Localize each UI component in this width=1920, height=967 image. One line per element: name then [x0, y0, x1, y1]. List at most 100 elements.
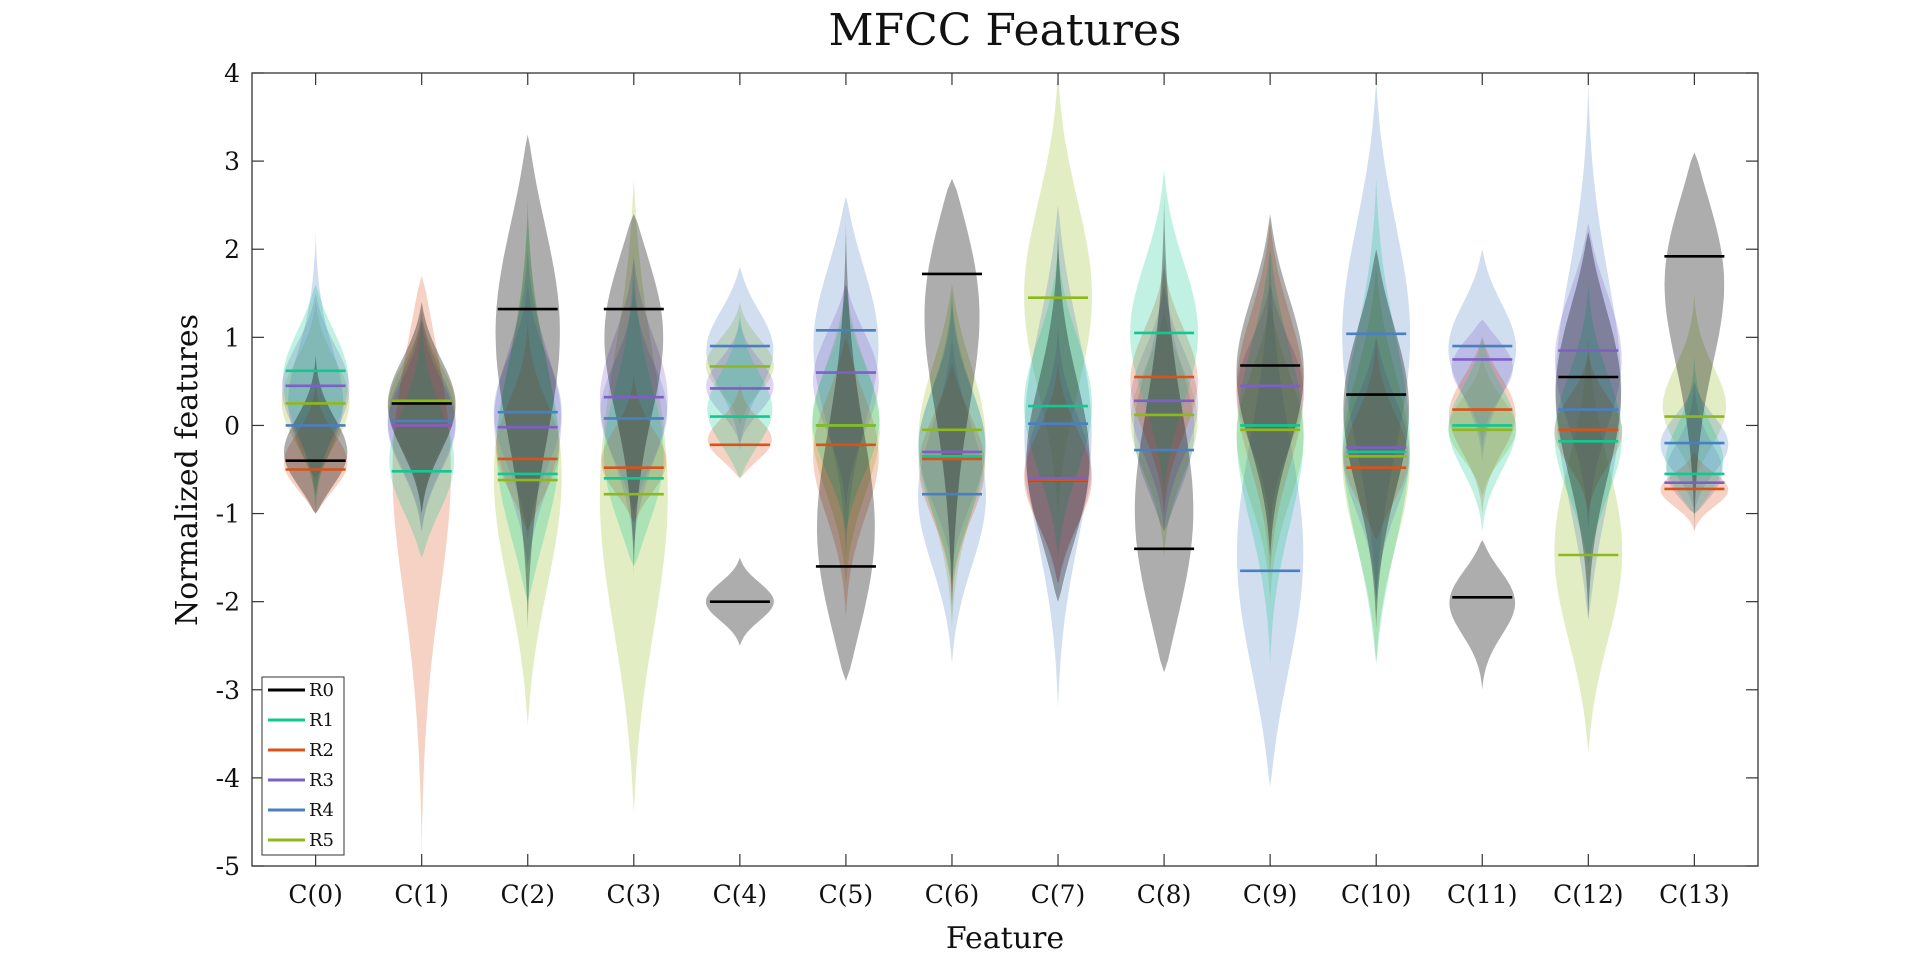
violin-r3-11 — [1451, 319, 1513, 452]
x-tick-label: C(8) — [1137, 880, 1192, 909]
x-axis-title: Feature — [946, 921, 1064, 956]
violin-r2-13 — [1660, 451, 1729, 532]
x-tick-label: C(12) — [1553, 880, 1623, 909]
violin-r0-6 — [924, 178, 980, 620]
y-tick-label: 3 — [224, 147, 240, 176]
violin-r5-7 — [1024, 73, 1092, 514]
y-tick-label: -3 — [216, 676, 240, 705]
violin-r1-11 — [1448, 337, 1517, 532]
violin-r0-11 — [1449, 540, 1516, 690]
violin-r5-13 — [1662, 293, 1726, 479]
x-tick-label: C(2) — [500, 880, 555, 909]
x-axis: C(0) C(1) C(2) C(3) C(4) C(5) C(6) C(7) C(8) C(9)… — [288, 73, 1730, 909]
violin-r0-12 — [1555, 231, 1621, 620]
violin-r0-8 — [1134, 196, 1194, 673]
violin-r0-2 — [495, 134, 560, 629]
violin-r1-0 — [282, 284, 349, 514]
violin-r4-0 — [288, 231, 344, 479]
violin-r2-2 — [495, 319, 560, 532]
violin-r3-6 — [918, 302, 986, 567]
violin-r2-10 — [1343, 337, 1409, 540]
violin-r1-6 — [918, 293, 986, 584]
x-tick-label: C(3) — [607, 880, 662, 909]
x-tick-label: C(5) — [819, 880, 874, 909]
x-tick-label: C(1) — [394, 880, 449, 909]
violin-r5-4 — [705, 302, 774, 426]
y-tick-label: -5 — [216, 852, 240, 881]
x-tick-label: C(4) — [713, 880, 768, 909]
violin-r3-13 — [1666, 381, 1723, 514]
legend-box — [261, 676, 345, 856]
violin-r0-7 — [1026, 231, 1090, 602]
violin-r5-1 — [388, 319, 456, 514]
violin-r1-4 — [707, 310, 773, 479]
violin-r2-9 — [1236, 222, 1304, 576]
violin-r1-10 — [1342, 178, 1410, 664]
violin-r0-0 — [284, 355, 348, 514]
x-tick-label: C(13) — [1659, 880, 1729, 909]
y-axis: 4 3 2 1 0 -1 -2 -3 -4 -5 — [216, 59, 1758, 881]
violin-r2-4 — [707, 381, 772, 479]
x-tick-label: C(10) — [1341, 880, 1411, 909]
y-tick-label: 1 — [224, 323, 240, 352]
violin-r3-7 — [1024, 328, 1092, 584]
violin-r1-2 — [496, 196, 559, 602]
violin-r4-3 — [600, 284, 668, 514]
y-tick-label: -2 — [216, 588, 240, 617]
violin-r4-6 — [918, 337, 986, 664]
legend-label-r1: R1 — [309, 710, 334, 731]
violin-r4-7 — [1024, 205, 1092, 708]
violin-r5-2 — [493, 214, 562, 725]
x-tick-label: C(7) — [1031, 880, 1086, 909]
y-tick-label: 2 — [224, 235, 240, 264]
violin-r0-1 — [387, 302, 456, 514]
y-axis-title: Normalized features — [170, 314, 205, 626]
violin-r3-4 — [706, 319, 774, 444]
medians-layer — [285, 254, 1725, 604]
violin-r1-9 — [1236, 249, 1304, 664]
violin-r1-1 — [389, 319, 455, 558]
violin-r4-10 — [1342, 81, 1411, 602]
violin-r1-5 — [812, 284, 880, 532]
violin-r4-4 — [706, 266, 774, 452]
x-tick-label: C(9) — [1243, 880, 1298, 909]
violin-r5-12 — [1554, 337, 1623, 752]
violin-r1-3 — [603, 249, 664, 567]
violin-r4-8 — [1133, 249, 1195, 532]
chart-title: MFCC Features — [829, 5, 1182, 56]
violin-r4-9 — [1237, 249, 1304, 787]
violin-r5-9 — [1236, 302, 1304, 602]
violin-r4-13 — [1660, 381, 1729, 514]
violin-r2-7 — [1024, 363, 1092, 584]
violin-r5-8 — [1130, 310, 1198, 558]
legend-items: R0 R1 R2 R3 R4 R5 — [268, 680, 334, 851]
x-tick-label: C(11) — [1447, 880, 1517, 909]
violin-r2-8 — [1130, 266, 1198, 514]
violin-r1-12 — [1554, 284, 1622, 567]
violin-r4-5 — [813, 196, 879, 558]
y-tick-label: 0 — [224, 411, 240, 440]
legend-label-r2: R2 — [309, 740, 334, 761]
y-tick-label: -4 — [216, 764, 240, 793]
violin-r3-10 — [1342, 337, 1410, 602]
y-tick-label: -1 — [216, 500, 240, 529]
violins-layer — [281, 73, 1729, 858]
violin-r2-6 — [918, 363, 986, 602]
plot-frame — [251, 72, 1759, 867]
legend-label-r5: R5 — [309, 830, 334, 851]
violin-r3-5 — [813, 284, 879, 514]
violin-r3-9 — [1236, 284, 1304, 532]
legend-label-r0: R0 — [309, 680, 334, 701]
violin-r3-8 — [1130, 284, 1198, 532]
violin-r5-10 — [1342, 266, 1411, 664]
violin-r3-2 — [494, 249, 562, 567]
violin-r5-3 — [599, 178, 668, 814]
violin-r3-0 — [281, 293, 350, 496]
x-tick-label: C(6) — [925, 880, 980, 909]
legend: R0 R1 R2 R3 R4 R5 — [261, 676, 345, 856]
legend-label-r4: R4 — [309, 800, 334, 821]
violin-r2-0 — [284, 381, 348, 514]
violin-r5-0 — [281, 302, 350, 496]
